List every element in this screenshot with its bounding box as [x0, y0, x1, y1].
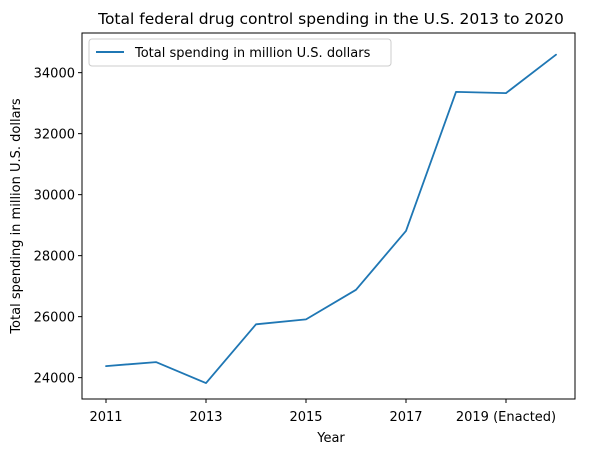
legend-label: Total spending in million U.S. dollars: [134, 46, 371, 61]
plot-frame: [81, 32, 576, 400]
chart-title: Total federal drug control spending in t…: [97, 10, 564, 28]
x-tick-label: 2019 (Enacted): [456, 410, 556, 425]
x-axis-label: Year: [316, 431, 345, 446]
y-tick-label: 34000: [34, 67, 75, 82]
x-tick-label: 2017: [389, 410, 422, 425]
series-line: [105, 53, 557, 385]
y-tick-label: 26000: [34, 311, 75, 326]
x-tick-label: 2013: [189, 410, 222, 425]
y-tick-label: 30000: [34, 189, 75, 204]
x-tick-label: 2015: [289, 410, 322, 425]
y-axis-label: Total spending in million U.S. dollars: [9, 98, 24, 335]
series-layer: [105, 53, 557, 385]
legend-box: [88, 38, 392, 67]
y-axis: 24000 26000 28000 30000 32000 34000: [34, 67, 82, 387]
x-axis: 2011 2013 2015 2017 2019 (Enacted): [89, 399, 556, 425]
y-tick-label: 24000: [34, 372, 75, 387]
legend: Total spending in million U.S. dollars: [88, 38, 392, 67]
y-tick-label: 32000: [34, 128, 75, 143]
x-tick-label: 2011: [89, 410, 122, 425]
y-tick-label: 28000: [34, 250, 75, 265]
